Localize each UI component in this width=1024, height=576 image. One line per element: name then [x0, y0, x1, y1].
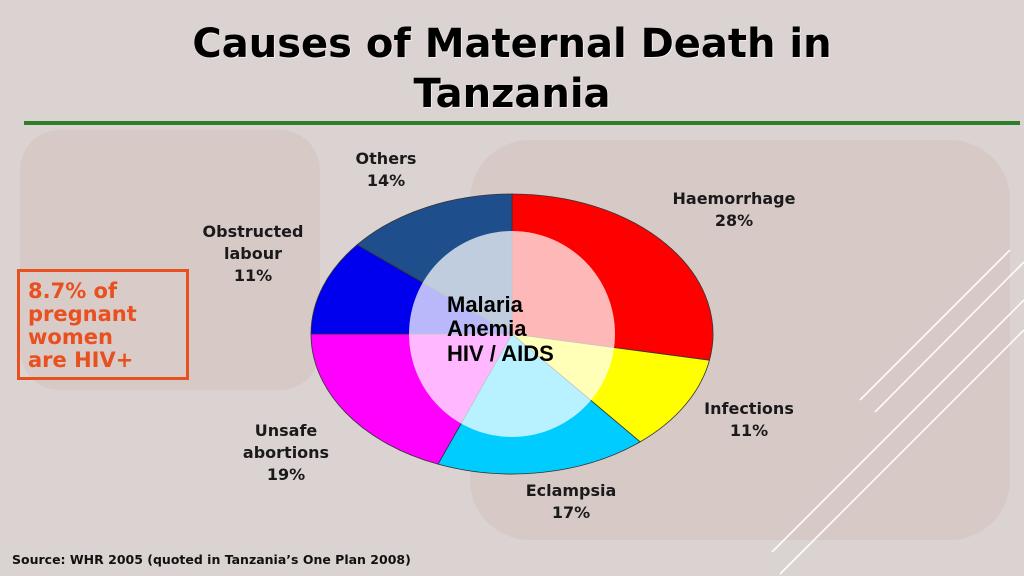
slide-title-line1: Causes of Maternal Death in [192, 21, 832, 67]
slice-label-haemorrhage: Haemorrhage 28% [673, 189, 796, 230]
center-label-anemia: Anemia [447, 316, 527, 341]
hiv-note-line: pregnant [28, 302, 137, 326]
source-citation: Source: WHR 2005 (quoted in Tanzania’s O… [12, 552, 411, 567]
hiv-note-line: 8.7% of [28, 279, 118, 303]
center-label-hiv-aids: HIV / AIDS [447, 341, 554, 366]
slice-label-obstructed-labour: Obstructed labour 11% [203, 222, 304, 285]
hiv-note-line: are HIV+ [28, 348, 134, 372]
slice-label-eclampsia: Eclampsia 17% [526, 481, 617, 522]
hiv-note-box: 8.7% of pregnant women are HIV+ [17, 269, 189, 380]
hiv-note-line: women [28, 325, 113, 349]
slide-title-line2: Tanzania [413, 71, 611, 117]
title-underline [24, 121, 1020, 125]
donut-hole [409, 231, 615, 437]
slice-label-unsafe-abortions: Unsafe abortions 19% [243, 421, 329, 484]
center-label-malaria: Malaria [447, 292, 524, 317]
slice-label-others: Others 14% [356, 149, 417, 190]
slice-label-infections: Infections 11% [704, 399, 794, 440]
